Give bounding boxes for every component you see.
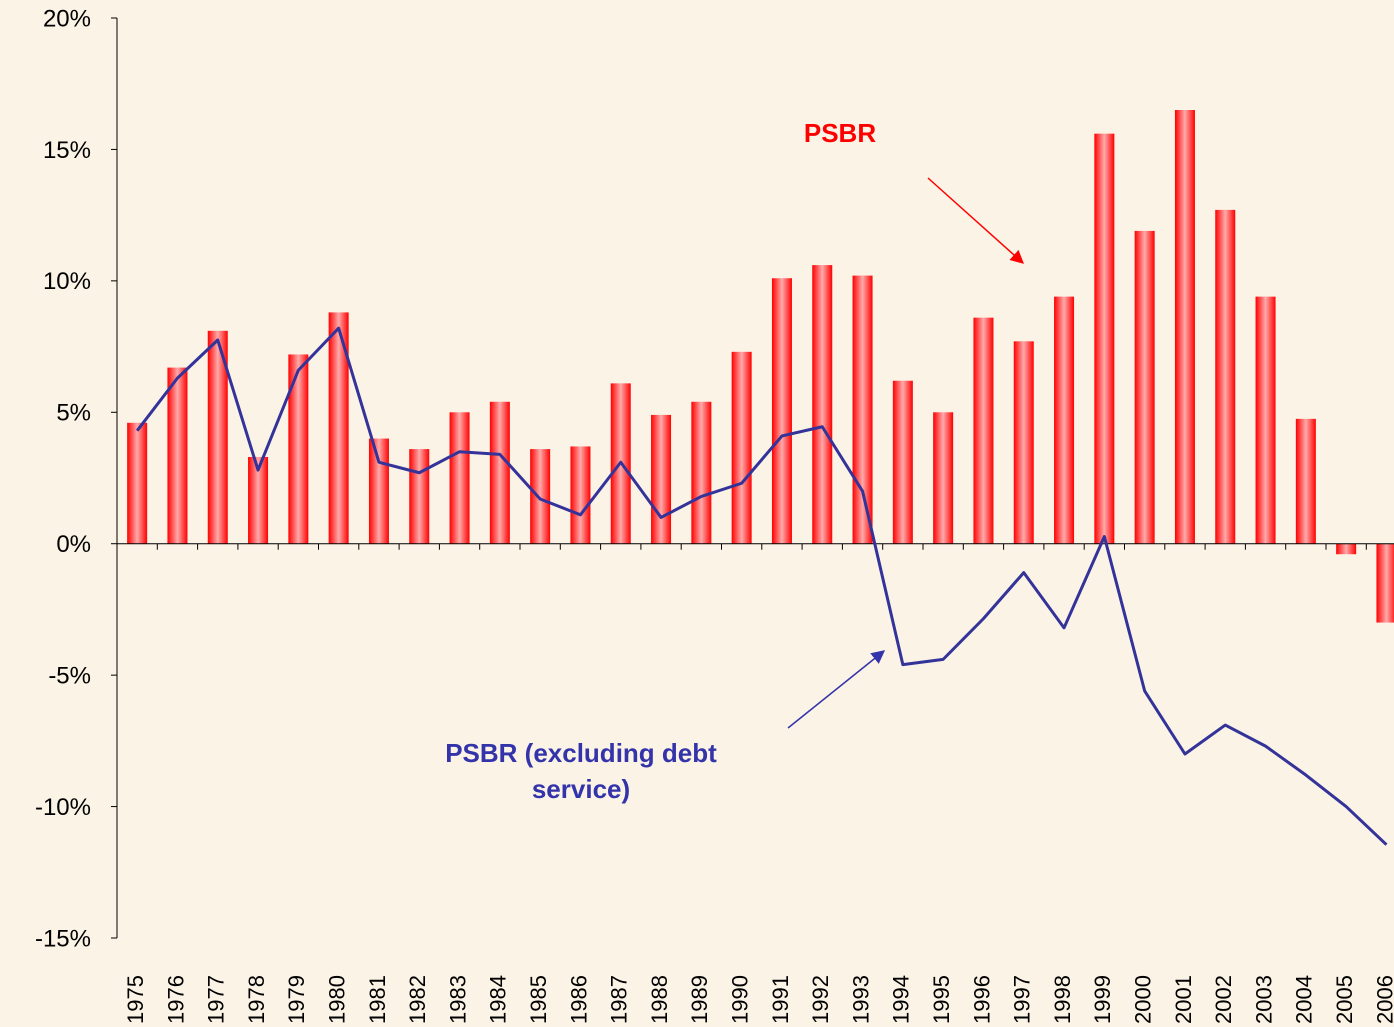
x-tick-label: 1983 <box>445 975 470 1024</box>
bar <box>1295 418 1316 544</box>
y-tick-label: -15% <box>35 925 91 952</box>
bar <box>1134 230 1155 544</box>
bar <box>570 446 591 544</box>
annotation: PSBR <box>804 118 876 148</box>
bar <box>207 330 228 544</box>
y-tick-label: -5% <box>48 662 91 689</box>
bar <box>1215 209 1236 544</box>
annotation-line: PSBR (excluding debt <box>445 738 717 768</box>
bar <box>933 412 954 544</box>
bar <box>409 449 430 544</box>
x-tick-label: 1997 <box>1010 975 1035 1024</box>
x-tick-label: 1982 <box>405 975 430 1024</box>
x-tick-label: 2003 <box>1251 975 1276 1024</box>
bar <box>449 412 470 544</box>
line <box>135 326 1388 846</box>
bar <box>1336 543 1357 555</box>
annotation: PSBR (excluding debt service) <box>445 738 717 804</box>
x-tick-label: 1984 <box>486 975 511 1024</box>
bar <box>771 278 792 544</box>
x-tick-label: 1976 <box>163 975 188 1024</box>
x-tick-label: 2005 <box>1332 975 1357 1024</box>
x-tick-label: 1999 <box>1090 975 1115 1024</box>
bar <box>1054 296 1075 544</box>
psbr-arrow <box>927 177 1025 264</box>
x-tick-label: 1980 <box>324 975 349 1024</box>
bar <box>973 317 994 544</box>
x-tick-label: 1981 <box>365 975 390 1024</box>
x-tick-label: 1992 <box>808 975 833 1024</box>
y-tick-label: 20% <box>43 5 91 32</box>
bar <box>892 380 913 544</box>
excl-arrow <box>787 650 886 729</box>
bar <box>167 367 188 544</box>
x-tick-label: 2000 <box>1130 975 1155 1024</box>
x-tick-label: 2002 <box>1211 975 1236 1024</box>
bar <box>1094 133 1115 544</box>
x-tick-label: 1975 <box>123 975 148 1024</box>
x-tick-label: 2006 <box>1372 975 1394 1024</box>
bar <box>328 312 349 544</box>
bar <box>1376 543 1394 623</box>
x-tick-label: 1985 <box>526 975 551 1024</box>
bar <box>731 351 752 544</box>
x-tick-label: 1990 <box>727 975 752 1024</box>
bar <box>812 265 833 544</box>
bar <box>368 438 389 544</box>
x-tick-label: 2004 <box>1292 975 1317 1024</box>
annotation-line: PSBR <box>804 118 876 148</box>
bar <box>288 354 309 544</box>
y-tick-label: -10% <box>35 794 91 821</box>
x-tick-label: 1977 <box>204 975 229 1024</box>
bar <box>489 401 510 544</box>
y-tick-label: 15% <box>43 137 91 164</box>
bar <box>1174 110 1195 544</box>
y-tick-label: 5% <box>56 400 91 427</box>
x-tick-label: 1995 <box>929 975 954 1024</box>
x-tick-label: 1996 <box>969 975 994 1024</box>
bar <box>1013 341 1034 544</box>
x-tick-label: 2001 <box>1171 975 1196 1024</box>
bar <box>651 414 672 544</box>
bar <box>248 456 269 544</box>
x-tick-label: 1993 <box>848 975 873 1024</box>
x-tick-label: 1989 <box>687 975 712 1024</box>
x-tick-label: 1991 <box>768 975 793 1024</box>
y-tick-label: 0% <box>56 531 91 558</box>
x-tick-label: 1994 <box>889 975 914 1024</box>
bar <box>127 422 148 544</box>
x-tick-label: 1988 <box>647 975 672 1024</box>
y-tick-label: 10% <box>43 268 91 295</box>
x-tick-label: 1978 <box>244 975 269 1024</box>
bar <box>852 275 873 544</box>
x-tick-label: 1979 <box>284 975 309 1024</box>
bar <box>691 401 712 544</box>
x-tick-label: 1987 <box>607 975 632 1024</box>
annotation-line: service) <box>532 774 630 804</box>
bar <box>530 449 551 544</box>
bar <box>1255 296 1276 544</box>
x-tick-label: 1986 <box>566 975 591 1024</box>
x-tick-label: 1998 <box>1050 975 1075 1024</box>
